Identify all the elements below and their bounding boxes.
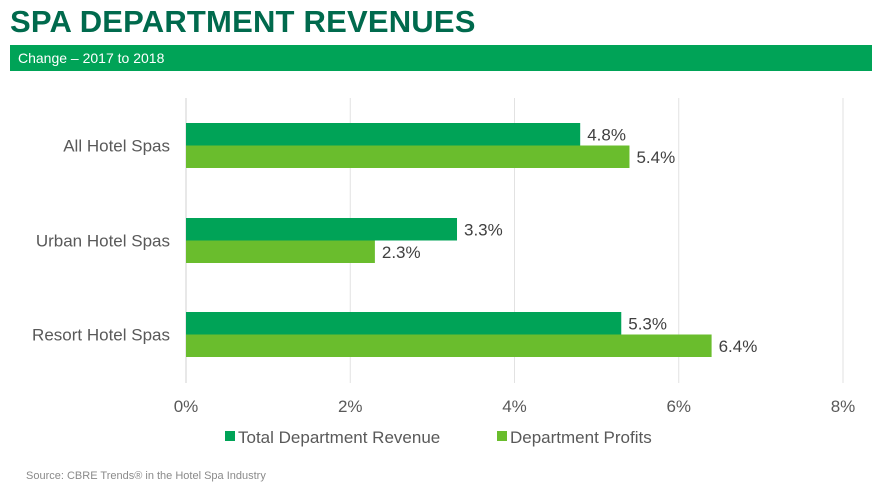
- legend-label: Total Department Revenue: [238, 428, 440, 447]
- data-label: 4.8%: [587, 125, 626, 144]
- category-label: All Hotel Spas: [63, 137, 170, 156]
- bar-profits: [186, 240, 375, 263]
- x-tick-label: 6%: [666, 397, 691, 416]
- x-tick-label: 4%: [502, 397, 527, 416]
- bar-revenue: [186, 312, 622, 335]
- x-tick-label: 2%: [338, 397, 363, 416]
- data-label: 3.3%: [464, 220, 503, 239]
- x-tick-label: 8%: [831, 397, 856, 416]
- bar-profits: [186, 145, 630, 168]
- legend-label: Department Profits: [510, 428, 652, 447]
- bars: 4.8% 5.4% 3.3% 2.3% 5.3% 6.4%: [186, 123, 757, 357]
- data-label: 6.4%: [719, 337, 758, 356]
- bar-revenue: [186, 123, 581, 146]
- category-labels: All Hotel Spas Urban Hotel Spas Resort Hot…: [32, 137, 170, 345]
- x-tick-label: 0%: [174, 397, 199, 416]
- data-label: 5.4%: [636, 148, 675, 167]
- legend: Total Department Revenue Department Profi…: [225, 428, 652, 447]
- subtitle-banner: Change – 2017 to 2018: [10, 45, 872, 71]
- bar-profits: [186, 334, 712, 357]
- legend-swatch: [225, 431, 235, 441]
- source-note: Source: CBRE Trends® in the Hotel Spa In…: [26, 470, 266, 482]
- category-label: Urban Hotel Spas: [36, 232, 170, 251]
- x-tick-labels: 0% 2% 4% 6% 8%: [174, 397, 856, 416]
- data-label: 5.3%: [628, 314, 667, 333]
- bar-revenue: [186, 218, 458, 241]
- category-label: Resort Hotel Spas: [32, 326, 170, 345]
- subtitle-text: Change – 2017 to 2018: [18, 50, 165, 66]
- legend-swatch: [497, 431, 507, 441]
- page-title: SPA DEPARTMENT REVENUES: [10, 4, 476, 39]
- data-label: 2.3%: [382, 243, 421, 262]
